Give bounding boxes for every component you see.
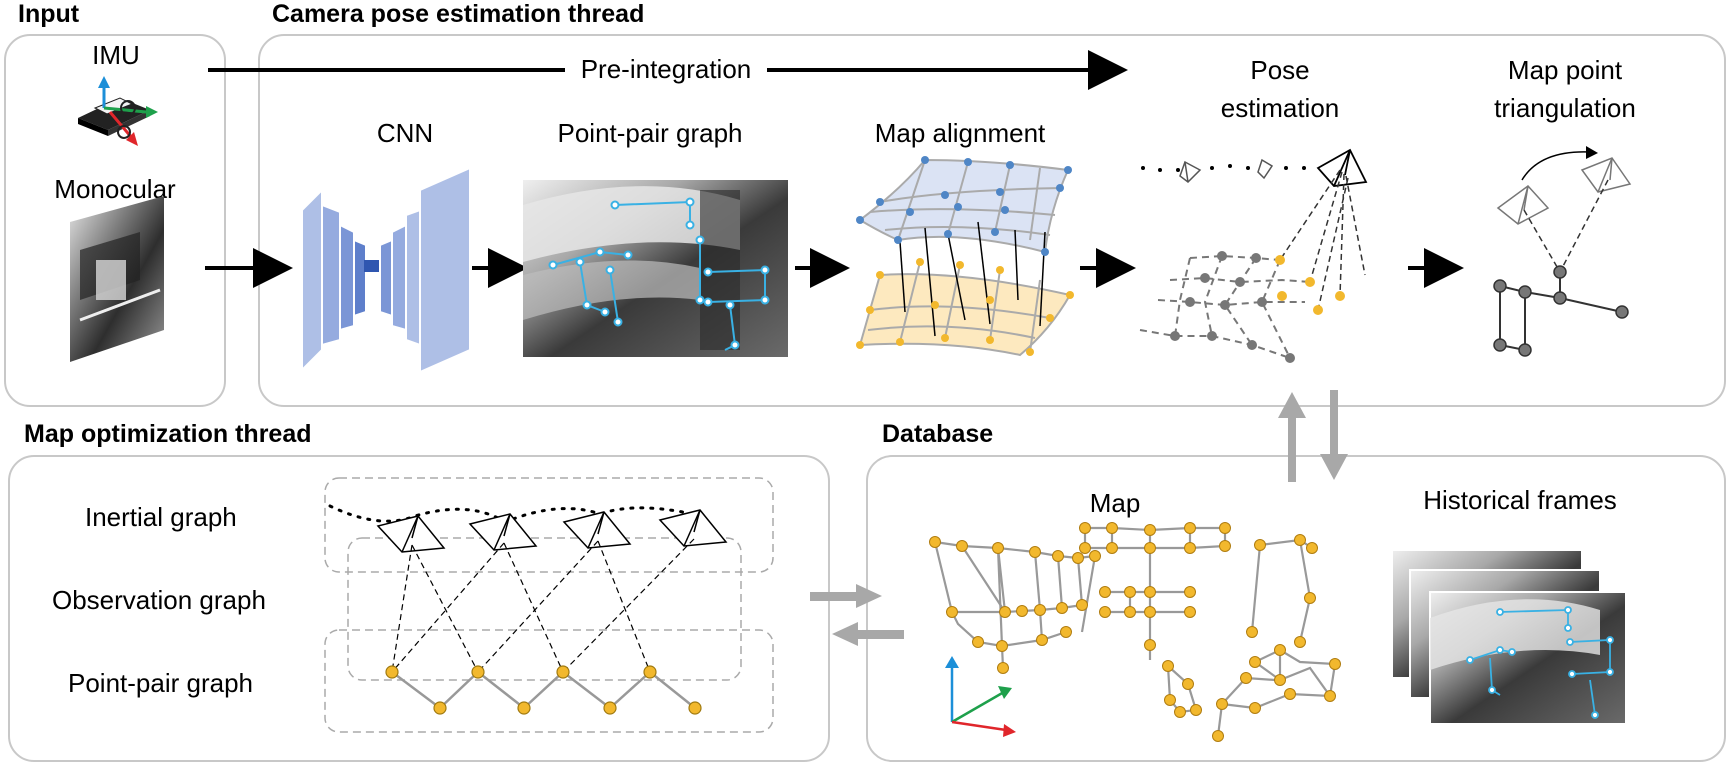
pose-estimation-icon (1139, 148, 1368, 363)
map-label: Map (1089, 488, 1141, 518)
point-pair-image (523, 180, 788, 357)
historical-frames-label: Historical frames (1423, 485, 1617, 515)
triangulation-label-1: Map point (1507, 55, 1623, 85)
database-title: Database (882, 420, 994, 448)
observation-graph-label: Observation graph (52, 585, 266, 615)
camera-frustum-icon (1496, 157, 1632, 225)
pose-estimation-label-2: estimation (1220, 93, 1340, 123)
factor-graph (324, 477, 774, 733)
point-pair-graph-label: Point-pair graph (557, 118, 743, 148)
map-opt-thread-title: Map optimization thread (24, 420, 312, 448)
historical-frames-stack (1391, 549, 1627, 725)
monocular-image-icon (70, 196, 164, 362)
database-map (929, 522, 1341, 742)
imu-label: IMU (92, 40, 140, 70)
cnn-label: CNN (376, 118, 434, 148)
opt-db-arrows (810, 584, 904, 646)
point-pair-graph-opt-label: Point-pair graph (68, 668, 253, 698)
map-alignment-label: Map alignment (874, 118, 1046, 148)
imu-sensor-icon (78, 76, 158, 146)
triangulation-icon (1493, 146, 1632, 357)
input-panel (4, 34, 226, 407)
preintegration-label: Pre-integration (580, 54, 752, 84)
coordinate-axes-icon (945, 656, 1016, 737)
camera-thread-panel (258, 34, 1726, 407)
camera-frustum-icon (1316, 148, 1368, 187)
inertial-graph-label: Inertial graph (85, 502, 237, 532)
map-opt-panel (8, 455, 830, 762)
map-alignment-icon (856, 156, 1074, 357)
cnn-icon (301, 166, 471, 374)
input-title: Input (18, 0, 80, 28)
camera-frustum-icon (1179, 158, 1274, 183)
camera-frustum-icon (376, 509, 728, 553)
pose-estimation-label-1: Pose (1250, 55, 1310, 85)
db-camera-arrows (1278, 390, 1348, 482)
camera-thread-title: Camera pose estimation thread (272, 0, 645, 28)
triangulation-label-2: triangulation (1494, 93, 1636, 123)
